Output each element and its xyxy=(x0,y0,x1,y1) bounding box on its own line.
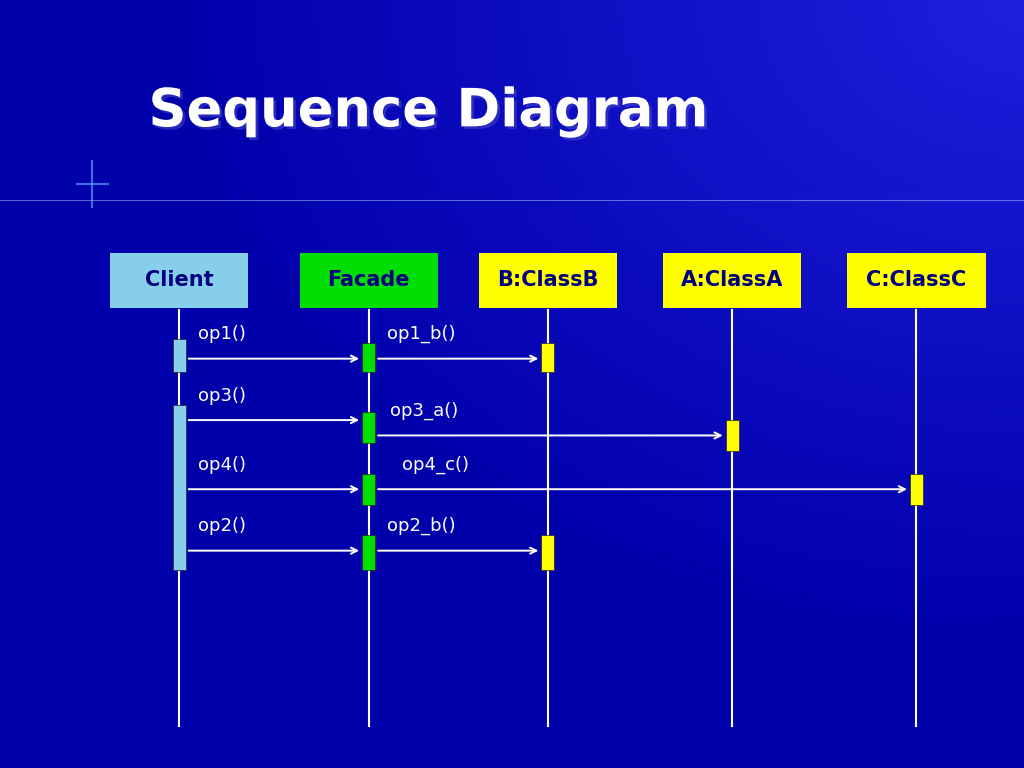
Text: Sequence Diagram: Sequence Diagram xyxy=(148,85,708,137)
Bar xyxy=(910,474,924,505)
Text: C:ClassC: C:ClassC xyxy=(866,270,967,290)
Text: A:ClassA: A:ClassA xyxy=(681,270,783,290)
Bar xyxy=(299,253,438,308)
Bar xyxy=(362,474,375,505)
Text: op3_a(): op3_a() xyxy=(390,402,459,420)
Text: B:ClassB: B:ClassB xyxy=(497,270,599,290)
Bar xyxy=(848,253,985,308)
Text: op3(): op3() xyxy=(198,387,246,405)
Text: op1(): op1() xyxy=(198,326,246,343)
Text: op2(): op2() xyxy=(198,518,246,535)
Text: Client: Client xyxy=(144,270,214,290)
Bar xyxy=(362,535,375,570)
Bar xyxy=(664,253,801,308)
Bar xyxy=(172,405,186,570)
Bar xyxy=(479,253,616,308)
Bar xyxy=(110,253,248,308)
Text: op4_c(): op4_c() xyxy=(401,455,469,474)
Text: op4(): op4() xyxy=(198,456,246,474)
Bar xyxy=(725,420,739,451)
Bar xyxy=(362,412,375,443)
Bar xyxy=(542,535,555,570)
Text: Facade: Facade xyxy=(328,270,410,290)
Bar xyxy=(362,343,375,372)
Bar xyxy=(172,339,186,372)
Text: op1_b(): op1_b() xyxy=(387,325,455,343)
Bar xyxy=(542,343,555,372)
Text: op2_b(): op2_b() xyxy=(387,517,456,535)
